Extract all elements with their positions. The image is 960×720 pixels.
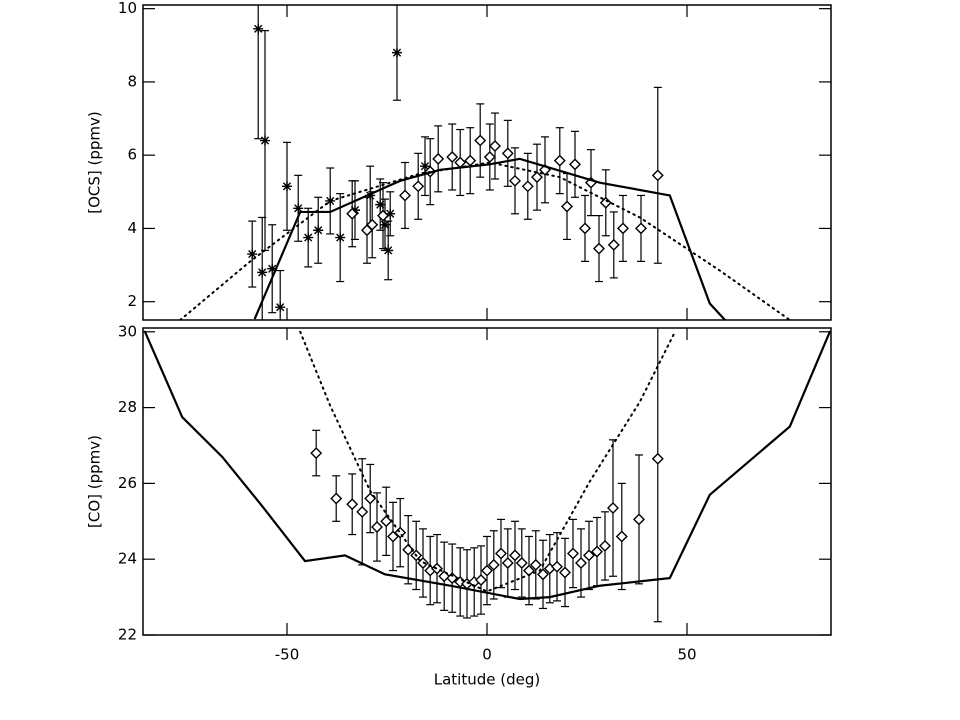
diamond-marker: [515, 556, 528, 569]
y-tick-label: 28: [118, 398, 137, 416]
asterisk-marker: [267, 263, 278, 274]
diamond-marker: [356, 505, 369, 518]
y-axis-label: [CO] (ppmv): [86, 435, 104, 528]
diamond-marker: [569, 158, 581, 171]
diamond-marker: [567, 547, 579, 560]
diamond-marker: [635, 222, 647, 235]
diamond-marker: [651, 452, 664, 465]
asterisk-marker: [365, 190, 376, 201]
asterisk-marker: [247, 249, 258, 260]
diamond-marker: [446, 572, 459, 585]
diamond-marker: [330, 492, 343, 505]
asterisk-marker: [335, 232, 346, 243]
x-tick-label: -50: [275, 646, 300, 664]
diamond-marker: [529, 558, 542, 571]
asterisk-marker: [275, 302, 286, 313]
error-bar: [254, 5, 263, 140]
asterisk-marker: [293, 203, 304, 214]
x-axis-label: Latitude (deg): [434, 671, 540, 689]
y-tick-label: 2: [127, 292, 137, 310]
diamond-marker: [475, 574, 487, 587]
diamond-marker: [377, 209, 389, 222]
diamond-marker: [617, 222, 629, 235]
diamond-marker: [553, 154, 566, 167]
diamond-marker: [559, 566, 571, 579]
y-tick-label: 6: [127, 146, 137, 164]
diamond-marker: [579, 222, 591, 235]
diamond-marker: [412, 180, 425, 193]
diamond-marker: [464, 154, 477, 167]
asterisk-marker: [303, 232, 314, 243]
plot-area: [179, 5, 791, 320]
diamond-marker: [481, 564, 493, 577]
diamond-marker: [593, 242, 605, 255]
asterisk-marker: [313, 225, 324, 236]
asterisk-marker: [383, 245, 394, 256]
diamond-marker: [591, 545, 603, 558]
asterisk-marker: [253, 23, 264, 34]
diamond-marker: [346, 498, 359, 511]
diamond-marker: [575, 556, 587, 569]
model-line: [179, 161, 791, 320]
asterisk-marker: [380, 219, 390, 230]
diamond-marker: [509, 549, 521, 562]
diamond-marker: [615, 530, 628, 543]
diamond-marker: [387, 530, 399, 543]
x-tick-label: 0: [482, 646, 492, 664]
diamond-marker: [599, 196, 612, 209]
diamond-marker: [531, 171, 543, 184]
plot-area: [143, 328, 831, 623]
diamond-marker: [583, 549, 595, 562]
diamond-marker: [380, 515, 393, 528]
diamond-marker: [495, 547, 507, 560]
diamond-marker: [537, 568, 549, 581]
asterisk-marker: [420, 161, 430, 172]
diamond-marker: [633, 513, 645, 526]
y-tick-label: 4: [127, 219, 137, 237]
diamond-marker: [501, 556, 514, 569]
y-tick-label: 8: [127, 72, 137, 90]
diamond-marker: [310, 447, 323, 460]
y-axis-label: [OCS] (ppmv): [86, 111, 104, 214]
asterisk-marker: [350, 205, 360, 216]
diamond-marker: [483, 151, 496, 163]
model-line: [253, 157, 727, 320]
y-tick-label: 30: [118, 322, 137, 340]
asterisk-marker: [385, 208, 396, 219]
diamond-marker: [474, 134, 487, 147]
diamond-marker: [551, 560, 563, 573]
diamond-marker: [371, 520, 383, 533]
diamond-marker: [489, 140, 501, 153]
diamond-marker: [402, 543, 415, 556]
diamond-marker: [509, 174, 521, 187]
model-line: [143, 330, 831, 601]
diamond-marker: [521, 180, 534, 193]
asterisk-marker: [282, 181, 292, 192]
asterisk-marker: [260, 135, 270, 146]
diamond-marker: [487, 558, 500, 571]
diamond-marker: [432, 152, 445, 165]
diamond-marker: [438, 570, 451, 583]
diamond-marker: [346, 207, 359, 220]
diamond-marker: [607, 238, 620, 251]
y-tick-label: 22: [118, 626, 137, 644]
y-tick-label: 24: [118, 550, 137, 568]
asterisk-marker: [392, 47, 402, 58]
diamond-marker: [501, 147, 514, 160]
diamond-marker: [599, 539, 611, 552]
y-tick-label: 10: [118, 0, 137, 17]
diamond-marker: [431, 562, 443, 575]
diamond-marker: [561, 200, 573, 213]
diamond-marker: [651, 169, 664, 182]
diamond-marker: [366, 218, 379, 231]
x-tick-label: 50: [677, 646, 696, 664]
y-tick-label: 26: [118, 474, 137, 492]
diamond-marker: [446, 151, 459, 163]
asterisk-marker: [375, 199, 386, 210]
diamond-marker: [399, 189, 411, 202]
diamond-marker: [607, 502, 619, 515]
asterisk-marker: [257, 267, 268, 278]
